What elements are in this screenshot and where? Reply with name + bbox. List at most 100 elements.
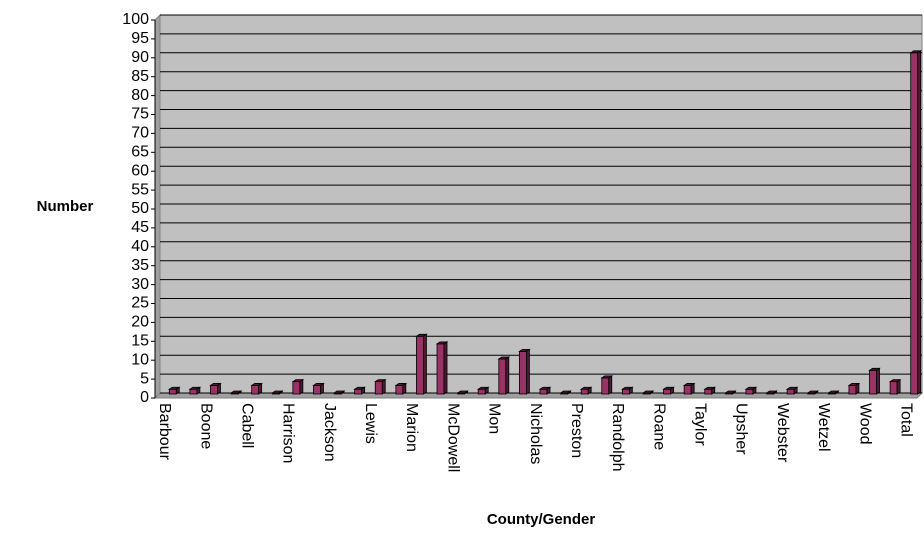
bar-part bbox=[278, 390, 283, 395]
y-tick-label: 30 bbox=[131, 276, 149, 293]
y-tick-label: 40 bbox=[131, 238, 149, 255]
x-tick-label: Wetzel bbox=[815, 403, 832, 452]
y-tick-label: 5 bbox=[140, 370, 149, 387]
y-tick-label: 45 bbox=[131, 219, 149, 236]
bar-part bbox=[395, 385, 404, 395]
bar bbox=[332, 390, 346, 395]
y-tick-label: 75 bbox=[131, 106, 149, 123]
y-tick-label: 90 bbox=[131, 49, 149, 66]
bar-part bbox=[168, 388, 177, 395]
y-tick-label: 10 bbox=[131, 351, 149, 368]
x-tick-label: Mon bbox=[486, 403, 503, 434]
bar bbox=[888, 378, 902, 395]
y-tick-label: 25 bbox=[131, 295, 149, 312]
bar-part bbox=[217, 382, 221, 395]
bar-part bbox=[361, 386, 366, 395]
x-tick-label: Total bbox=[897, 403, 914, 437]
bar bbox=[621, 386, 634, 395]
bar-part bbox=[731, 390, 736, 395]
bar-part bbox=[608, 375, 613, 395]
bar bbox=[682, 382, 696, 395]
bar-part bbox=[649, 390, 654, 395]
bar-part bbox=[834, 390, 839, 395]
y-tick-label: 50 bbox=[131, 200, 149, 217]
floor bbox=[153, 392, 924, 399]
x-tick-label: Upsher bbox=[733, 403, 750, 455]
bar-part bbox=[848, 385, 857, 395]
bar-part bbox=[580, 388, 589, 395]
bar-part bbox=[910, 52, 919, 395]
bar-part bbox=[752, 386, 757, 395]
bar-part bbox=[621, 388, 630, 395]
bar-part bbox=[436, 343, 445, 395]
bar bbox=[703, 386, 717, 395]
bar bbox=[229, 390, 243, 395]
bar-part bbox=[628, 386, 633, 395]
bar-part bbox=[416, 335, 424, 395]
bar-part bbox=[505, 356, 510, 395]
bar bbox=[538, 386, 552, 395]
bar-part bbox=[374, 381, 383, 395]
bar bbox=[291, 378, 305, 395]
y-tick-label: 100 bbox=[122, 11, 149, 28]
x-tick-label: Taylor bbox=[692, 403, 709, 446]
bar bbox=[600, 375, 614, 395]
bar bbox=[373, 378, 387, 395]
bar-part bbox=[814, 390, 819, 395]
bar-part bbox=[539, 388, 548, 395]
bar-part bbox=[663, 388, 671, 395]
y-tick-label: 85 bbox=[131, 68, 149, 85]
y-tick-label: 60 bbox=[131, 162, 149, 179]
bar bbox=[497, 356, 511, 395]
x-tick-label: Wood bbox=[856, 403, 873, 445]
bar bbox=[476, 386, 490, 395]
bar bbox=[765, 390, 778, 395]
bar bbox=[909, 50, 923, 395]
bar bbox=[785, 386, 799, 395]
bar bbox=[415, 333, 428, 395]
bar bbox=[847, 382, 861, 395]
x-tick-label: Lewis bbox=[362, 403, 379, 444]
bar-part bbox=[793, 386, 798, 395]
bar bbox=[435, 341, 449, 395]
y-tick-label: 65 bbox=[131, 144, 149, 161]
bar bbox=[662, 386, 675, 395]
x-tick-label: Webster bbox=[774, 403, 791, 463]
bar-part bbox=[498, 358, 507, 395]
x-tick-label: Nicholas bbox=[527, 403, 544, 464]
bar bbox=[394, 382, 408, 395]
bar bbox=[353, 386, 366, 395]
y-tick-label: 80 bbox=[131, 87, 149, 104]
x-tick-label: Barbour bbox=[156, 403, 173, 461]
bar-part bbox=[704, 388, 713, 395]
bar-part bbox=[670, 386, 674, 395]
x-tick-label: Boone bbox=[197, 403, 214, 449]
y-tick-label: 35 bbox=[131, 257, 149, 274]
bar-part bbox=[196, 386, 201, 395]
bar-part bbox=[526, 348, 530, 395]
x-tick-label: Jackson bbox=[321, 403, 338, 462]
bar-part bbox=[210, 385, 218, 395]
x-axis-title: County/Gender bbox=[487, 511, 596, 528]
y-tick-label: 95 bbox=[131, 30, 149, 47]
bar bbox=[559, 390, 572, 395]
bar-part bbox=[423, 333, 427, 395]
y-tick-label: 55 bbox=[131, 181, 149, 198]
bar-part bbox=[786, 388, 795, 395]
bar bbox=[188, 386, 202, 395]
bar-part bbox=[876, 367, 880, 395]
bar-part bbox=[464, 390, 469, 395]
x-tick-label: Roane bbox=[650, 403, 667, 450]
y-tick-label: 70 bbox=[131, 125, 149, 142]
bar-part bbox=[175, 386, 180, 395]
x-tick-label: McDowell bbox=[444, 403, 461, 472]
y-tick-label: 0 bbox=[140, 389, 149, 406]
bar bbox=[579, 386, 593, 395]
bar-part bbox=[773, 390, 777, 395]
bar-part bbox=[683, 385, 692, 395]
bar-part bbox=[381, 378, 386, 395]
x-tick-label: Marion bbox=[403, 403, 420, 452]
bar-part bbox=[519, 351, 527, 395]
bar-part bbox=[601, 377, 610, 395]
